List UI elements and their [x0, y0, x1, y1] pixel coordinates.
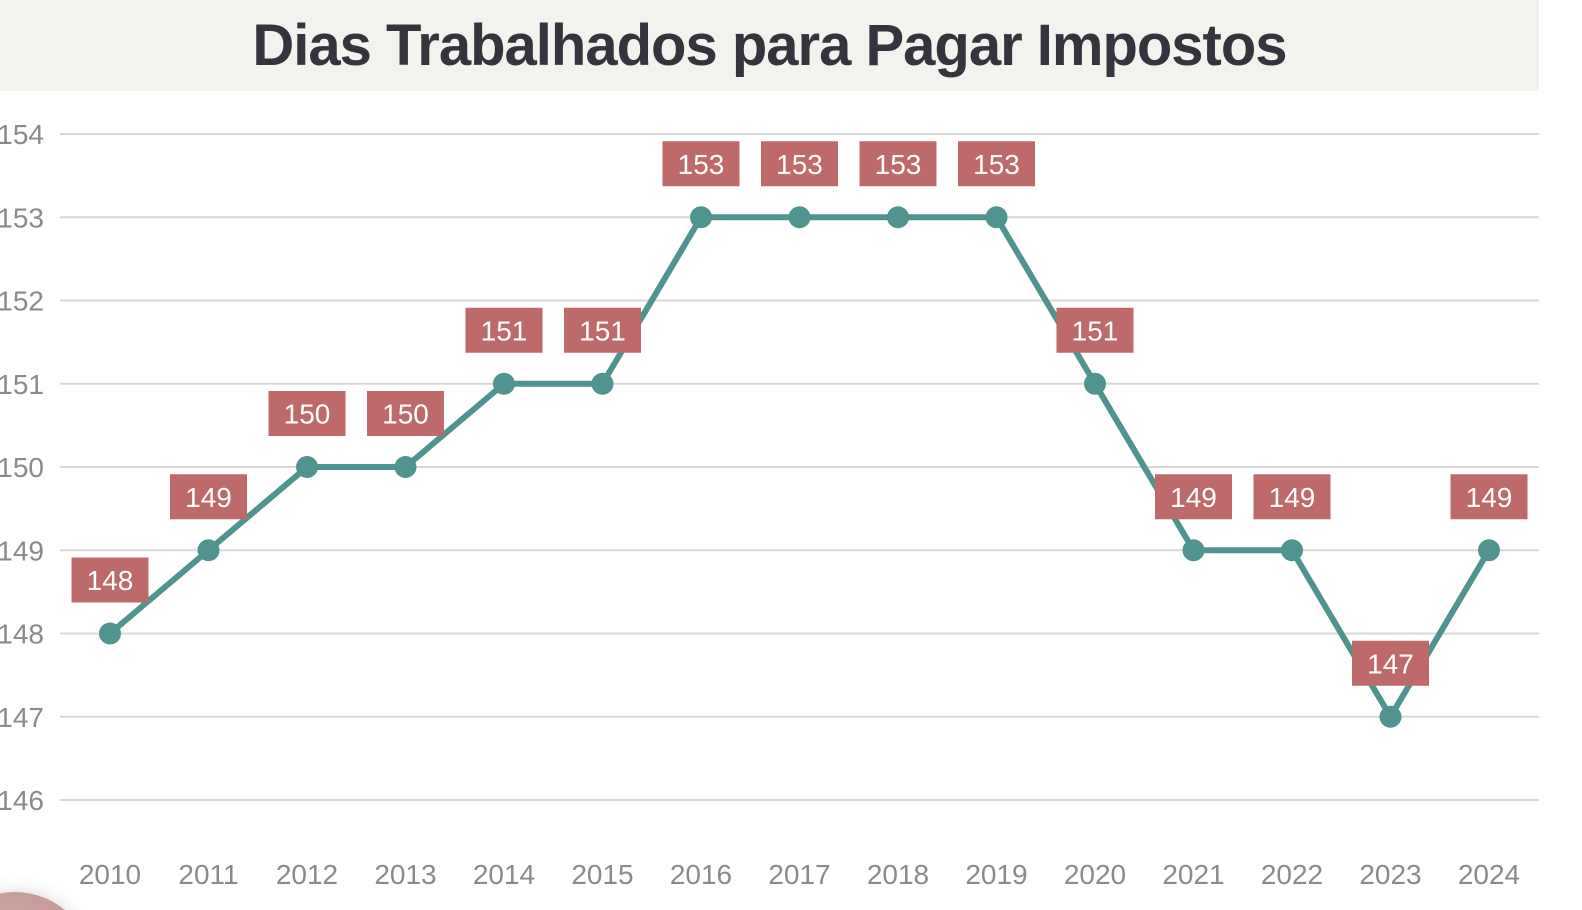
point-2010: [99, 622, 121, 645]
x-tick-2023: 2023: [1359, 859, 1421, 890]
data-label-box-2010: [71, 557, 149, 603]
y-tick-154: 154: [0, 119, 44, 150]
data-label-2016: 153: [678, 149, 725, 180]
y-tick-152: 152: [0, 286, 44, 317]
data-label-2012: 150: [284, 399, 331, 430]
x-tick-2013: 2013: [374, 859, 436, 890]
data-label-2018: 153: [875, 149, 922, 180]
y-tick-150: 150: [0, 452, 44, 483]
x-tick-2017: 2017: [768, 859, 830, 890]
x-tick-2016: 2016: [670, 859, 732, 890]
data-label-box-2011: [170, 474, 247, 520]
point-2011: [197, 539, 220, 562]
y-tick-148: 148: [0, 619, 44, 650]
point-2024: [1478, 539, 1500, 562]
x-tick-2021: 2021: [1162, 859, 1224, 890]
data-label-box-2014: [465, 307, 543, 353]
point-2023: [1379, 705, 1402, 728]
point-2012: [296, 456, 318, 478]
x-tick-2011: 2011: [178, 859, 238, 890]
point-2016: [690, 206, 712, 229]
x-tick-2019: 2019: [965, 859, 1027, 890]
data-label-2011: 149: [185, 482, 232, 513]
y-tick-149: 149: [0, 535, 44, 566]
data-label-2020: 151: [1072, 315, 1119, 346]
y-tick-147: 147: [0, 702, 44, 733]
x-tick-2018: 2018: [867, 859, 929, 890]
x-tick-2022: 2022: [1261, 859, 1323, 890]
data-label-box-2012: [268, 391, 346, 436]
data-label-2010: 148: [87, 565, 134, 596]
data-label-box-2015: [564, 307, 641, 353]
chart-title: Dias Trabalhados para Pagar Impostos: [252, 13, 1287, 78]
x-tick-2010: 2010: [79, 859, 141, 890]
data-label-box-2022: [1253, 474, 1331, 520]
data-label-box-2024: [1450, 474, 1528, 520]
point-2020: [1084, 372, 1106, 395]
data-label-2015: 151: [579, 315, 626, 346]
data-label-2022: 149: [1269, 482, 1316, 513]
point-2013: [394, 456, 417, 478]
data-label-2017: 153: [776, 149, 823, 180]
data-label-box-2016: [662, 141, 740, 187]
x-tick-2020: 2020: [1064, 859, 1126, 890]
data-label-2023: 147: [1367, 648, 1414, 679]
x-tick-2015: 2015: [571, 859, 633, 890]
x-tick-2012: 2012: [276, 859, 338, 890]
point-2021: [1182, 539, 1205, 562]
x-tick-2014: 2014: [473, 859, 535, 890]
data-label-box-2017: [761, 141, 838, 187]
point-2019: [985, 206, 1008, 229]
y-tick-146: 146: [0, 785, 44, 816]
data-label-box-2019: [958, 141, 1035, 187]
y-tick-153: 153: [0, 202, 44, 233]
point-2018: [887, 206, 909, 229]
point-2015: [591, 372, 614, 395]
data-label-2021: 149: [1170, 482, 1217, 513]
point-2022: [1281, 539, 1303, 562]
point-2014: [493, 372, 515, 395]
title-banner: Dias Trabalhados para Pagar Impostos: [0, 0, 1539, 91]
data-label-2014: 151: [481, 315, 528, 346]
x-tick-2024: 2024: [1458, 859, 1520, 890]
data-label-box-2020: [1056, 307, 1134, 353]
data-label-2019: 153: [973, 149, 1020, 180]
point-2017: [788, 206, 811, 229]
data-label-box-2013: [367, 391, 444, 436]
data-label-box-2018: [859, 141, 937, 187]
y-tick-151: 151: [0, 369, 44, 400]
data-label-box-2023: [1352, 640, 1429, 686]
data-label-2024: 149: [1466, 482, 1513, 513]
data-label-2013: 150: [382, 399, 429, 430]
data-label-box-2021: [1155, 474, 1232, 520]
